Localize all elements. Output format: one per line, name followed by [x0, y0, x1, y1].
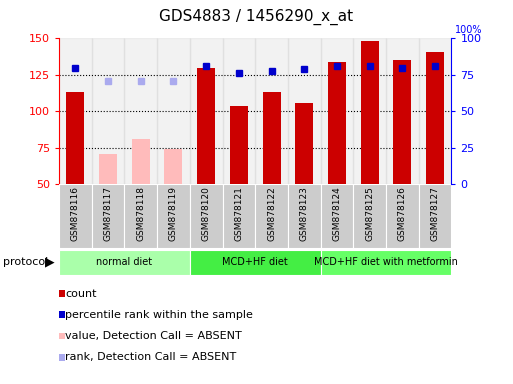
Text: MCD+HF diet with metformin: MCD+HF diet with metformin: [314, 257, 458, 267]
Bar: [230, 106, 248, 184]
Bar: [419, 38, 451, 184]
Text: GSM878120: GSM878120: [202, 186, 211, 241]
Bar: [190, 250, 321, 275]
Text: percentile rank within the sample: percentile rank within the sample: [66, 310, 253, 320]
Bar: [190, 184, 223, 248]
Text: GSM878127: GSM878127: [430, 186, 440, 241]
Text: GSM878116: GSM878116: [71, 186, 80, 241]
Text: GSM878125: GSM878125: [365, 186, 374, 241]
Bar: [263, 93, 281, 184]
Bar: [255, 38, 288, 184]
Bar: [393, 60, 411, 184]
Text: GSM878117: GSM878117: [104, 186, 112, 241]
Bar: [124, 38, 157, 184]
Text: GSM878123: GSM878123: [300, 186, 309, 241]
Bar: [223, 184, 255, 248]
Bar: [157, 184, 190, 248]
Bar: [59, 184, 92, 248]
Bar: [328, 62, 346, 184]
Bar: [386, 38, 419, 184]
Bar: [66, 93, 84, 184]
Bar: [353, 184, 386, 248]
Text: GSM878118: GSM878118: [136, 186, 145, 241]
Text: GSM878121: GSM878121: [234, 186, 243, 241]
Text: GSM878126: GSM878126: [398, 186, 407, 241]
Text: count: count: [66, 289, 97, 299]
Bar: [99, 154, 117, 184]
Text: GSM878124: GSM878124: [332, 186, 342, 241]
Bar: [165, 149, 183, 184]
Bar: [124, 184, 157, 248]
Bar: [255, 184, 288, 248]
Bar: [321, 184, 353, 248]
Text: GSM878122: GSM878122: [267, 186, 276, 241]
Bar: [361, 41, 379, 184]
Bar: [190, 38, 223, 184]
Text: value, Detection Call = ABSENT: value, Detection Call = ABSENT: [66, 331, 242, 341]
Bar: [132, 139, 150, 184]
Text: MCD+HF diet: MCD+HF diet: [222, 257, 288, 267]
Bar: [353, 38, 386, 184]
Text: GDS4883 / 1456290_x_at: GDS4883 / 1456290_x_at: [160, 9, 353, 25]
Bar: [321, 250, 451, 275]
Bar: [288, 38, 321, 184]
Bar: [386, 184, 419, 248]
Bar: [321, 38, 353, 184]
Text: normal diet: normal diet: [96, 257, 152, 267]
Bar: [92, 184, 124, 248]
Text: GSM878119: GSM878119: [169, 186, 178, 241]
Text: rank, Detection Call = ABSENT: rank, Detection Call = ABSENT: [66, 352, 236, 362]
Text: 100%: 100%: [456, 25, 483, 35]
Bar: [59, 250, 190, 275]
Bar: [197, 68, 215, 184]
Bar: [288, 184, 321, 248]
Bar: [426, 51, 444, 184]
Bar: [419, 184, 451, 248]
Bar: [157, 38, 190, 184]
Bar: [59, 38, 92, 184]
Bar: [92, 38, 124, 184]
Bar: [295, 103, 313, 184]
Text: protocol: protocol: [3, 257, 48, 267]
Text: ▶: ▶: [45, 256, 55, 268]
Bar: [223, 38, 255, 184]
